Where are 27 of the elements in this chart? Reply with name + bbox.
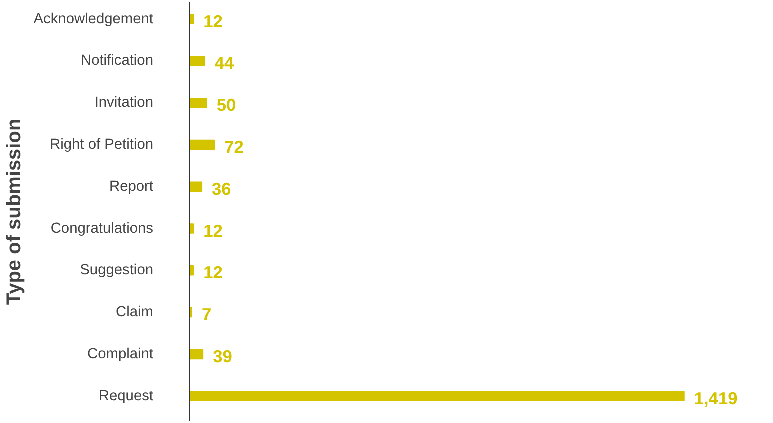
bar [190,391,685,402]
data-label: 1,419 [694,388,738,408]
data-label: 39 [213,346,232,366]
data-label: 50 [216,95,236,116]
y-tick-label: Invitation [94,95,154,112]
bar [190,56,206,66]
y-tick-label: Claim [116,304,154,321]
y-tick-label: Complaint [88,346,154,362]
data-label: 72 [224,136,244,157]
y-axis-title: Type of submission [4,118,26,306]
data-label: 12 [204,11,223,32]
data-label: 36 [212,178,232,199]
bar [190,349,204,360]
data-label: 44 [214,53,234,74]
y-tick-label: Notification [81,53,154,70]
data-label: 12 [204,262,223,283]
bar [190,182,203,192]
data-label: 12 [204,220,223,241]
y-tick-label: Report [110,178,154,195]
bar [190,140,216,150]
y-tick-label: Right of Petition [50,136,154,153]
y-tick-label: Suggestion [80,262,154,279]
bar [190,98,208,108]
y-tick-label: Acknowledgement [34,11,154,28]
y-tick-label: Congratulations [50,220,154,237]
data-label: 7 [202,304,212,325]
y-tick-label: Request [98,388,154,404]
